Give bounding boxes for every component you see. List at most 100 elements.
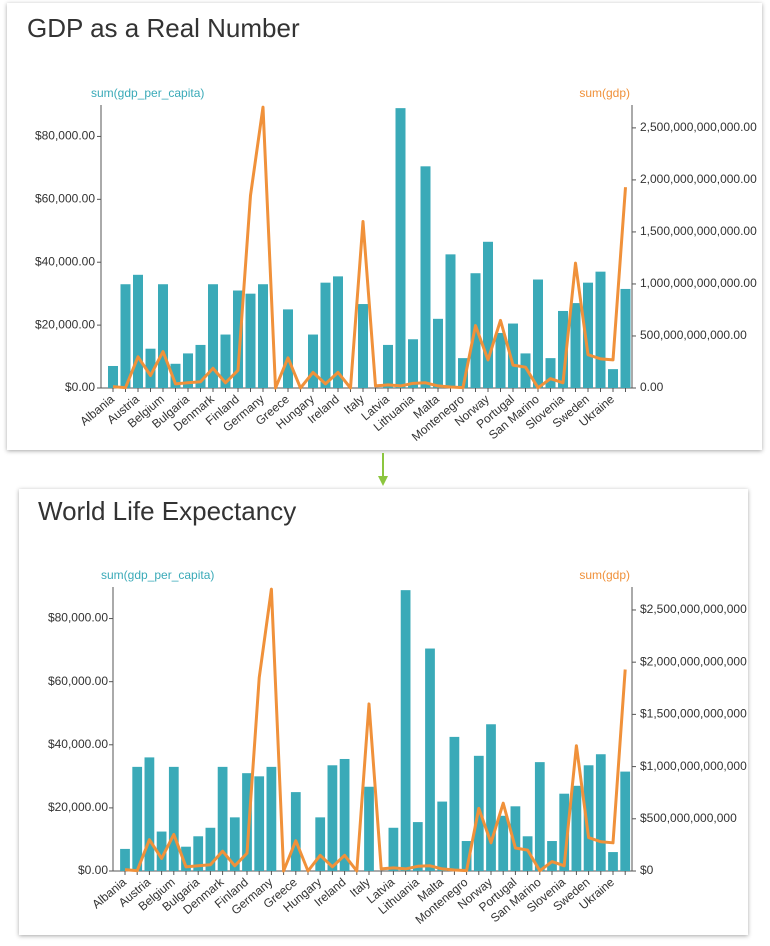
axis-title: sum(gdp_per_capita): [101, 568, 214, 582]
bar: [242, 773, 252, 871]
bar: [170, 363, 181, 388]
bar: [388, 827, 399, 871]
bar: [193, 836, 204, 871]
bar: [364, 786, 374, 871]
y2-tick-label: 1,500,000,000,000.00: [640, 224, 757, 238]
bar: [195, 344, 206, 388]
y-tick-label: $0.00: [78, 863, 108, 877]
y-tick-label: $40,000.00: [48, 737, 108, 751]
axis-title: sum(gdp): [579, 568, 630, 582]
y2-tick-label: $1,000,000,000,000: [640, 759, 747, 773]
bar: [327, 765, 338, 871]
bar: [229, 817, 240, 871]
bar: [583, 282, 593, 388]
bar: [144, 757, 155, 871]
bar: [168, 766, 179, 871]
bar: [205, 827, 216, 871]
bar: [333, 276, 343, 388]
axis-title: sum(gdp_per_capita): [91, 86, 204, 100]
bar: [158, 284, 168, 388]
y-tick-label: $60,000.00: [48, 674, 108, 688]
bar: [217, 766, 228, 871]
arrow-head: [378, 476, 388, 486]
y2-tick-label: $0: [640, 863, 654, 877]
bar: [339, 758, 350, 871]
bar: [458, 358, 468, 388]
y-tick-label: $80,000.00: [35, 129, 95, 143]
y2-tick-label: $1,500,000,000,000: [640, 707, 747, 721]
bar: [608, 369, 618, 388]
bar: [583, 765, 594, 871]
bar: [595, 271, 606, 388]
bar: [495, 332, 506, 388]
bar: [132, 766, 143, 871]
bar: [208, 284, 218, 388]
bar: [183, 353, 193, 388]
y2-tick-label: $2,000,000,000,000: [640, 654, 747, 668]
bar: [445, 254, 456, 388]
bar: [320, 282, 331, 388]
bar: [510, 806, 521, 871]
bar: [181, 846, 191, 871]
y2-tick-label: 0.00: [640, 380, 664, 394]
bar: [358, 304, 368, 388]
y2-tick-label: $500,000,000,000: [640, 811, 737, 825]
bar: [483, 241, 493, 388]
bar: [533, 279, 543, 388]
axis-title: sum(gdp): [579, 86, 630, 100]
bar: [498, 815, 509, 871]
bar: [315, 817, 326, 871]
y-tick-label: $0.00: [65, 380, 95, 394]
bar: [608, 852, 618, 871]
bar: [108, 365, 118, 388]
bar: [570, 303, 581, 388]
y2-tick-label: 2,000,000,000,000.00: [640, 172, 757, 186]
bar: [461, 841, 472, 871]
bar: [545, 358, 556, 388]
y-tick-label: $40,000.00: [35, 254, 95, 268]
line: [112, 105, 627, 390]
bar: [156, 831, 167, 871]
bar: [420, 166, 431, 388]
bar: [383, 344, 393, 388]
y2-tick-label: 2,500,000,000,000.00: [640, 120, 757, 134]
bar: [258, 284, 268, 388]
bar: [534, 762, 545, 871]
bar: [508, 323, 518, 388]
bar: [254, 776, 265, 871]
bar: [520, 353, 531, 388]
bar: [395, 108, 406, 389]
bar: [620, 771, 631, 871]
bar: [437, 801, 448, 871]
y2-tick-label: $2,500,000,000,000: [640, 602, 747, 616]
bar: [308, 334, 318, 388]
y-tick-label: $20,000.00: [48, 800, 108, 814]
chart-title: GDP as a Real Number: [27, 13, 300, 43]
bar: [449, 736, 460, 871]
bar: [620, 288, 631, 388]
bar: [408, 339, 418, 388]
bar: [595, 754, 606, 871]
bar: [558, 310, 568, 388]
bar: [133, 274, 143, 388]
bar: [522, 836, 533, 871]
bar: [559, 793, 570, 871]
bar: [233, 290, 243, 388]
bar: [486, 724, 496, 871]
bar: [145, 348, 156, 388]
bar: [571, 785, 582, 871]
y2-tick-label: 500,000,000,000.00: [640, 328, 747, 342]
bar: [220, 334, 231, 388]
bar: [412, 822, 423, 871]
bar: [425, 648, 435, 871]
y-tick-label: $20,000.00: [35, 317, 95, 331]
bar: [120, 284, 131, 388]
bar: [266, 766, 277, 871]
y-tick-label: $60,000.00: [35, 192, 95, 206]
bar: [433, 318, 443, 388]
line: [124, 587, 627, 873]
bar: [283, 309, 293, 388]
bar: [290, 792, 301, 871]
y2-tick-label: 1,000,000,000,000.00: [640, 276, 757, 290]
